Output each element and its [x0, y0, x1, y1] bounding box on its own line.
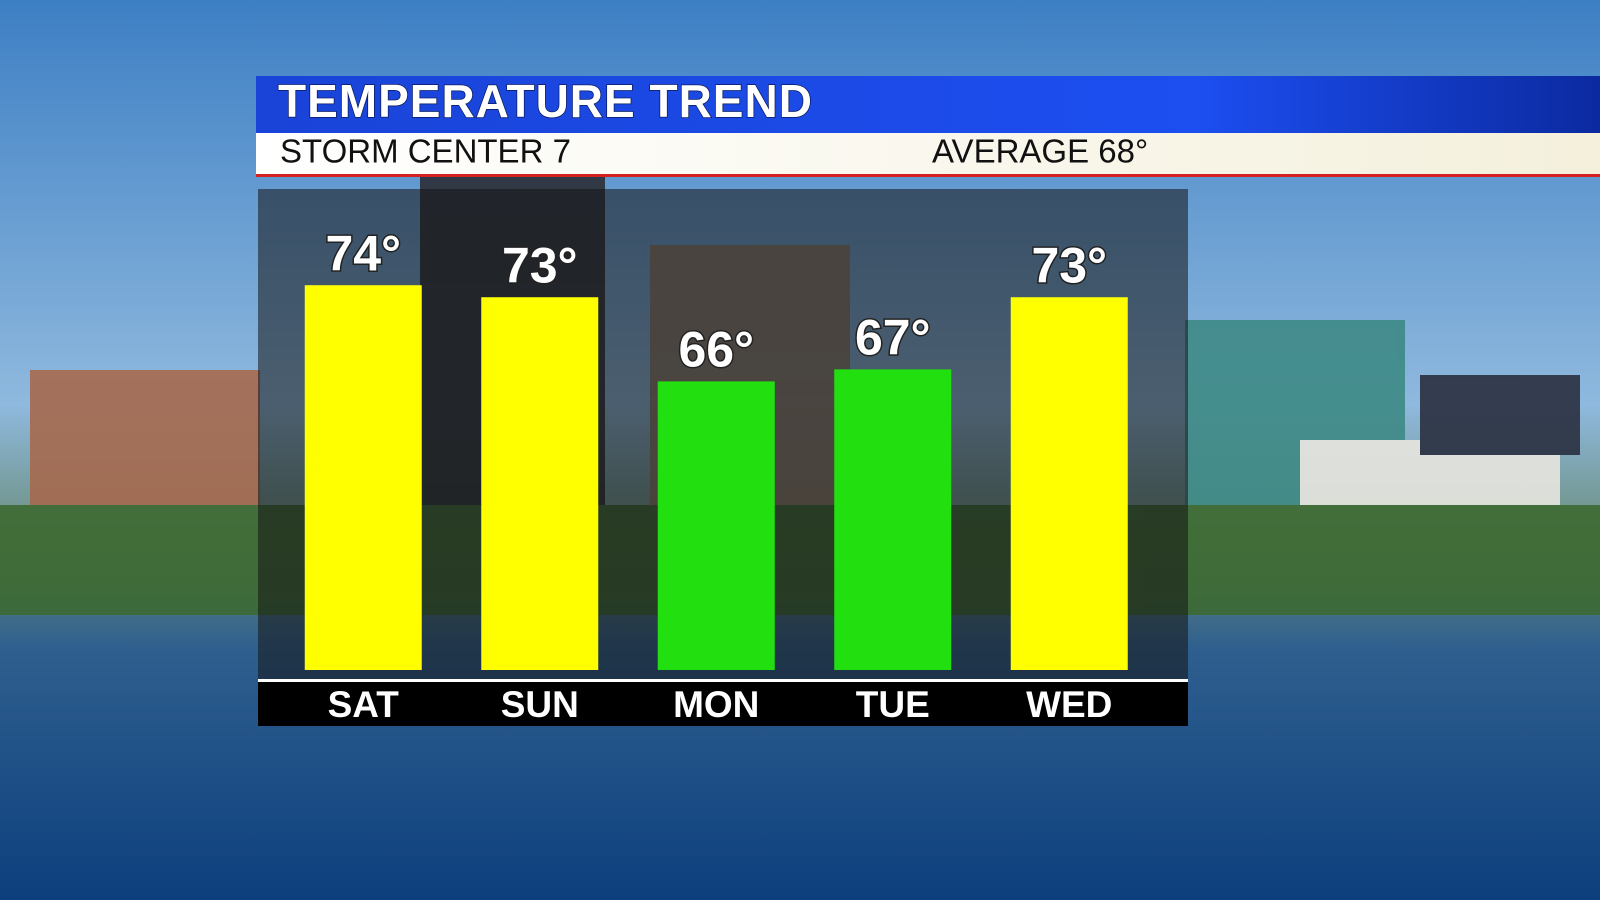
- header-bar: [256, 76, 1600, 133]
- header-rule: [256, 174, 1600, 177]
- x-tick-label: SAT: [328, 684, 400, 725]
- value-label: 67°: [855, 310, 931, 366]
- bar: [304, 285, 422, 670]
- x-tick-label: SUN: [501, 684, 579, 725]
- x-tick-label: TUE: [856, 684, 930, 725]
- bar: [481, 297, 599, 670]
- bar: [834, 369, 952, 670]
- value-label: 66°: [678, 322, 754, 378]
- chart-title: TEMPERATURE TREND: [278, 75, 813, 127]
- bar: [1010, 297, 1128, 670]
- value-label: 73°: [502, 237, 578, 293]
- value-label: 74°: [325, 225, 401, 281]
- subheader-bar: [256, 133, 1600, 174]
- value-label: 73°: [1031, 237, 1107, 293]
- baseline: [258, 679, 1188, 682]
- bar: [657, 381, 775, 670]
- chart-subtitle: STORM CENTER 7: [280, 133, 571, 170]
- x-tick-label: MON: [673, 684, 759, 725]
- average-annotation: AVERAGE 68°: [932, 133, 1148, 170]
- x-tick-label: WED: [1026, 684, 1112, 725]
- label-strip: [258, 681, 1188, 726]
